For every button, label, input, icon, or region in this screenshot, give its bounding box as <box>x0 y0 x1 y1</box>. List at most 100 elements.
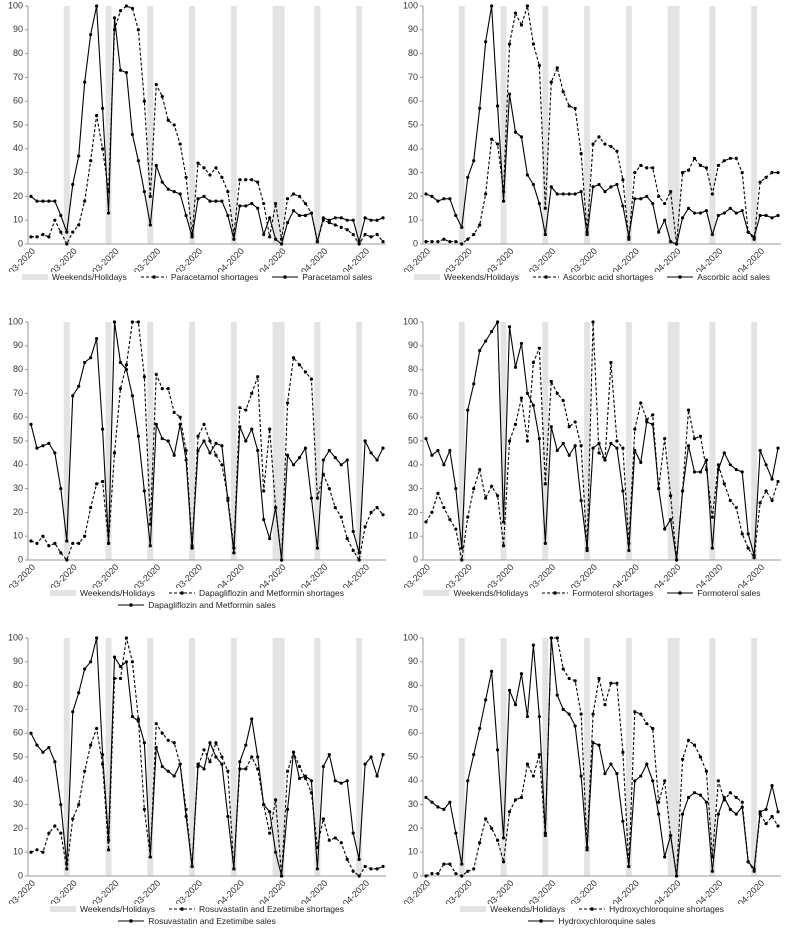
y-tick-label: 90 <box>13 24 23 34</box>
chart-panel: 0 10 20 30 40 50 60 70 80 90 100 02-03-2020 09-03-20… <box>395 316 789 628</box>
point <box>770 171 774 175</box>
point <box>525 4 530 8</box>
point <box>142 741 146 745</box>
point <box>285 769 290 773</box>
point <box>345 536 349 541</box>
point <box>339 216 343 220</box>
point <box>100 147 105 151</box>
point <box>639 460 643 465</box>
legend-label: Dapagliflozin and Metformin shortages <box>198 588 345 598</box>
point <box>567 676 571 681</box>
legend-item: Paracetamol sales <box>272 272 372 282</box>
point <box>716 213 720 218</box>
point <box>531 774 535 778</box>
point <box>351 529 355 534</box>
point <box>639 197 643 201</box>
point <box>297 456 302 460</box>
point <box>669 517 673 522</box>
legend-swatch <box>168 591 195 595</box>
point <box>381 864 385 869</box>
legend: Weekends/Holidays Ascorbic acid shortages… <box>395 272 789 282</box>
point <box>442 807 446 811</box>
point <box>639 712 643 716</box>
holiday-band <box>314 322 321 560</box>
point <box>615 439 619 443</box>
point <box>208 199 212 203</box>
point <box>484 817 488 821</box>
point <box>339 841 343 845</box>
point <box>154 163 158 168</box>
point <box>460 874 464 878</box>
holiday-band <box>751 6 758 244</box>
chart: 0 10 20 30 40 50 60 70 80 90 100 02-03-2020 09-03-20… <box>0 632 386 904</box>
point <box>484 698 488 702</box>
y-tick-label: 30 <box>13 799 23 809</box>
y-tick-label: 30 <box>13 167 23 177</box>
point <box>501 544 506 548</box>
x-tick-label: 20-04-2020 <box>290 246 330 272</box>
legend-swatch <box>542 591 569 595</box>
chart-panel: 0 10 20 30 40 50 60 70 80 90 100 02-03-2020 09-03-20… <box>0 0 394 312</box>
point <box>495 494 500 498</box>
legend: Weekends/Holidays Dapagliflozin and Metfo… <box>0 588 394 610</box>
point <box>89 660 93 664</box>
point <box>758 213 762 218</box>
point <box>77 541 81 545</box>
point <box>202 166 206 170</box>
point <box>651 201 655 206</box>
point <box>686 206 691 210</box>
point <box>663 855 667 859</box>
x-tick-label: 16-03-2020 <box>81 878 121 904</box>
point <box>609 441 613 445</box>
y-tick-label: 70 <box>408 388 418 398</box>
point <box>142 489 146 493</box>
point <box>136 717 140 721</box>
holiday-band <box>147 638 154 876</box>
point <box>202 748 206 752</box>
shortage-line <box>425 5 779 245</box>
legend-item: Hydroxychloroquine sales <box>528 916 656 926</box>
point <box>615 149 619 153</box>
y-tick-label: 40 <box>13 775 23 785</box>
point <box>621 204 625 208</box>
sales-line <box>425 637 779 877</box>
y-tick-label: 30 <box>408 483 418 493</box>
point <box>250 391 254 395</box>
point <box>303 776 308 781</box>
point <box>639 163 643 168</box>
legend-item: Ascorbic acid shortages <box>532 272 653 282</box>
point <box>663 437 667 441</box>
point <box>555 391 559 395</box>
point <box>454 527 458 531</box>
point <box>704 800 709 804</box>
y-tick-label: 40 <box>408 143 418 153</box>
point <box>184 213 188 218</box>
holiday-band <box>709 6 716 244</box>
point <box>424 192 428 196</box>
point <box>436 448 440 453</box>
point <box>597 676 601 681</box>
holiday-band <box>673 638 680 876</box>
point <box>65 867 69 871</box>
legend-marker <box>590 907 594 911</box>
point <box>722 211 726 215</box>
point <box>357 874 361 878</box>
point <box>597 451 601 455</box>
point <box>381 240 385 244</box>
y-tick-label: 90 <box>408 24 418 34</box>
legend-band <box>414 274 440 280</box>
point <box>232 551 236 555</box>
point <box>309 211 314 215</box>
point <box>89 32 93 37</box>
legend-item: Weekends/Holidays <box>460 904 565 914</box>
point <box>220 175 224 179</box>
point <box>692 743 697 747</box>
point <box>148 855 152 859</box>
point <box>573 724 577 728</box>
y-tick-label: 40 <box>408 775 418 785</box>
point <box>633 427 637 431</box>
point <box>345 779 349 783</box>
point <box>178 415 182 419</box>
x-tick-label: 23-03-2020 <box>518 246 558 272</box>
y-tick-label: 100 <box>403 0 418 10</box>
